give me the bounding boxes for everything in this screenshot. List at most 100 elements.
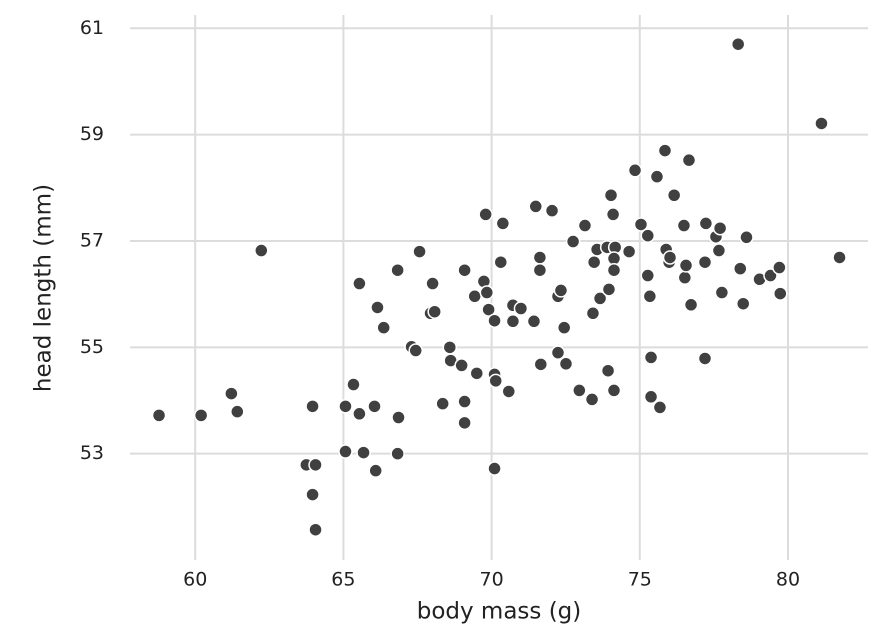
point [558, 356, 574, 372]
x-tick-label: 70 [479, 569, 503, 591]
x-axis-title: body mass (g) [417, 599, 582, 625]
point [352, 276, 367, 291]
point [457, 394, 472, 409]
point [346, 377, 361, 392]
point [553, 283, 569, 298]
point [390, 262, 405, 278]
point [712, 220, 728, 236]
point [435, 396, 450, 411]
point [565, 234, 581, 249]
point [425, 276, 440, 291]
point [442, 340, 458, 355]
point [652, 400, 668, 415]
point [697, 254, 713, 270]
point [481, 302, 496, 317]
point [763, 268, 778, 283]
point [772, 260, 787, 275]
point [643, 389, 659, 405]
x-tick-label: 80 [776, 569, 800, 591]
point [832, 250, 847, 265]
point [730, 36, 746, 52]
point [584, 392, 600, 407]
point [528, 199, 544, 214]
point [533, 357, 549, 372]
point [376, 320, 391, 335]
point [733, 261, 748, 276]
point [572, 383, 587, 398]
point [677, 270, 693, 285]
point [370, 300, 385, 315]
point [643, 350, 659, 365]
point [151, 408, 167, 423]
point [678, 258, 694, 273]
point [408, 343, 423, 358]
point [711, 243, 727, 258]
point [338, 399, 353, 414]
point [739, 230, 754, 245]
x-tick-label: 60 [183, 569, 207, 591]
point [662, 250, 678, 265]
point [605, 207, 621, 222]
point [513, 301, 529, 316]
point [627, 163, 643, 178]
point [505, 314, 521, 329]
point [493, 254, 509, 270]
point [427, 304, 442, 319]
y-tick-label: 57 [80, 229, 104, 251]
point [412, 244, 427, 259]
point [600, 363, 616, 378]
point [640, 268, 656, 283]
point [714, 285, 730, 300]
point [585, 306, 601, 321]
point [606, 262, 622, 278]
point [621, 244, 637, 259]
point [532, 250, 548, 265]
point [457, 262, 472, 278]
point [544, 203, 560, 218]
point [657, 143, 673, 158]
point [367, 399, 382, 414]
y-tick-label: 53 [80, 442, 104, 464]
point [356, 445, 371, 460]
y-tick-label: 55 [80, 336, 104, 358]
point [556, 320, 572, 335]
point [586, 254, 602, 270]
point [640, 228, 656, 243]
y-tick-label: 59 [80, 123, 104, 145]
y-tick-label: 61 [80, 17, 104, 39]
point [487, 313, 502, 328]
point [649, 169, 665, 184]
point [230, 404, 245, 419]
point [603, 187, 619, 203]
x-tick-label: 75 [628, 569, 652, 591]
point [666, 187, 682, 203]
point [224, 386, 239, 401]
point [577, 218, 593, 233]
point [390, 446, 405, 461]
point [308, 457, 323, 473]
x-tick-label: 65 [331, 569, 355, 591]
point [814, 116, 829, 131]
point [532, 262, 548, 278]
point [495, 216, 511, 231]
point [305, 487, 320, 502]
point [469, 366, 485, 381]
point [601, 282, 617, 297]
point [478, 207, 493, 222]
point [454, 358, 469, 373]
point [479, 285, 495, 300]
point [352, 406, 367, 422]
point [773, 286, 788, 301]
point [467, 289, 482, 304]
point [501, 384, 517, 399]
point [368, 463, 383, 478]
point [550, 345, 566, 360]
point [308, 522, 323, 537]
point [193, 408, 209, 423]
point [457, 415, 472, 431]
point [698, 216, 714, 231]
point [697, 351, 713, 366]
y-axis-title: head length (mm) [31, 184, 57, 392]
point [254, 243, 269, 258]
